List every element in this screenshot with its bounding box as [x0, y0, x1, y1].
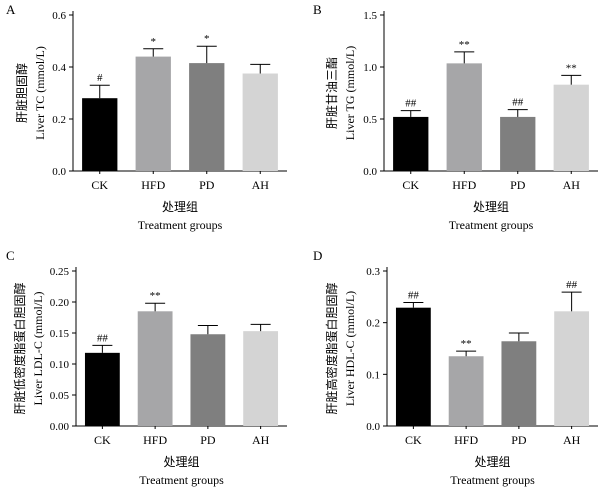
y-axis-label-en: Liver HDL-C (mmol/L): [343, 291, 357, 406]
significance-label: ##: [512, 97, 524, 109]
x-tick-label: PD: [200, 433, 216, 447]
bar: [190, 334, 226, 426]
x-tick-label: HFD: [143, 433, 167, 447]
y-tick-label: 0.0: [52, 166, 66, 178]
x-tick-label: HFD: [454, 433, 478, 447]
bar: [500, 116, 536, 171]
y-tick-label: 0.15: [50, 328, 70, 340]
bar: [82, 98, 118, 171]
significance-label: ##: [405, 98, 417, 110]
y-tick-label: 0.5: [363, 114, 377, 126]
x-axis-label-en: Treatment groups: [138, 218, 223, 232]
panel-letter: C: [6, 248, 15, 263]
x-tick-label: AH: [563, 178, 581, 192]
y-tick-label: 0.0: [363, 166, 377, 178]
x-axis-label-en: Treatment groups: [450, 473, 535, 487]
y-axis-label-cn: 肝脏甘油三酯: [324, 57, 339, 129]
significance-label: ##: [566, 279, 578, 291]
x-axis-label-cn: 处理组: [473, 200, 509, 214]
x-tick-label: AH: [252, 178, 270, 192]
x-tick-label: PD: [511, 433, 527, 447]
x-tick-label: HFD: [452, 178, 476, 192]
bar: [189, 63, 225, 171]
bar: [243, 331, 279, 426]
y-tick-label: 0.2: [366, 318, 380, 330]
y-axis-label-en: Liver LDL-C (mmol/L): [31, 292, 45, 406]
x-tick-label: PD: [510, 178, 526, 192]
chart-panel-b: B 0.0 0.5 1.0 1.5 ## CK ** HFD ## PD ** AH 处理组 Treatme…: [313, 2, 598, 232]
bar: [84, 352, 120, 426]
bar: [137, 311, 173, 426]
y-tick-label: 0.05: [50, 390, 70, 402]
x-axis-label-cn: 处理组: [163, 455, 199, 469]
x-axis-label-cn: 处理组: [162, 200, 198, 214]
x-tick-label: CK: [94, 433, 111, 447]
y-tick-label: 0.0: [366, 421, 380, 433]
significance-label: *: [151, 36, 157, 48]
bar: [553, 84, 589, 171]
y-tick-label: 0.25: [50, 266, 70, 278]
panel-letter: D: [313, 248, 322, 263]
x-tick-label: CK: [405, 433, 422, 447]
significance-label: **: [566, 62, 577, 74]
bar: [554, 311, 590, 426]
significance-label: *: [204, 33, 210, 45]
chart-panel-c: C 0.00 0.05 0.10 0.15 0.20 0.25 ## CK ** HFD PD AH 处理…: [6, 248, 287, 487]
bar: [135, 56, 171, 171]
chart-panel-a: A 0.0 0.2 0.4 0.6 # CK * HFD * PD AH 处理组 Treatment gr…: [6, 2, 287, 232]
y-tick-label: 0.6: [52, 10, 66, 22]
y-tick-label: 1.0: [363, 62, 377, 74]
x-tick-label: HFD: [141, 178, 165, 192]
y-tick-label: 0.1: [366, 369, 380, 381]
significance-label: **: [459, 39, 470, 51]
y-axis-label-en: Liver TC (mmol/L): [33, 46, 47, 140]
y-tick-label: 0.4: [52, 62, 66, 74]
y-tick-label: 0.3: [366, 266, 380, 278]
x-tick-label: AH: [563, 433, 581, 447]
y-tick-label: 0.2: [52, 114, 66, 126]
x-tick-label: PD: [199, 178, 215, 192]
panel-letter: B: [313, 2, 322, 17]
bar: [448, 356, 484, 426]
y-tick-label: 0.20: [50, 297, 70, 309]
y-tick-label: 0.00: [50, 421, 70, 433]
y-axis-label-en: Liver TG (mmol/L): [343, 46, 357, 140]
y-axis-label-cn: 肝脏胆固醇: [14, 63, 29, 123]
y-tick-label: 0.10: [50, 359, 70, 371]
x-axis-label-en: Treatment groups: [139, 473, 224, 487]
significance-label: **: [461, 338, 472, 350]
significance-label: ##: [97, 332, 109, 344]
bar: [395, 307, 431, 426]
chart-panel-d: D 0.0 0.1 0.2 0.3 ## CK ** HFD PD ## AH 处理组 Treatment…: [313, 248, 598, 487]
x-tick-label: AH: [252, 433, 270, 447]
bar: [446, 63, 482, 171]
x-tick-label: CK: [91, 178, 108, 192]
significance-label: #: [97, 72, 103, 84]
y-axis-label-cn: 肝脏低密度脂蛋白胆固醇: [12, 282, 27, 414]
bar: [501, 341, 537, 426]
x-axis-label-en: Treatment groups: [449, 218, 534, 232]
x-tick-label: CK: [402, 178, 419, 192]
y-axis-label-cn: 肝脏高密度脂蛋白胆固醇: [324, 282, 339, 414]
significance-label: **: [150, 290, 161, 302]
panel-letter: A: [6, 2, 16, 17]
bar: [242, 73, 278, 171]
significance-label: ##: [408, 290, 420, 302]
x-axis-label-cn: 处理组: [474, 455, 510, 469]
bar: [393, 116, 429, 171]
y-tick-label: 1.5: [363, 10, 377, 22]
